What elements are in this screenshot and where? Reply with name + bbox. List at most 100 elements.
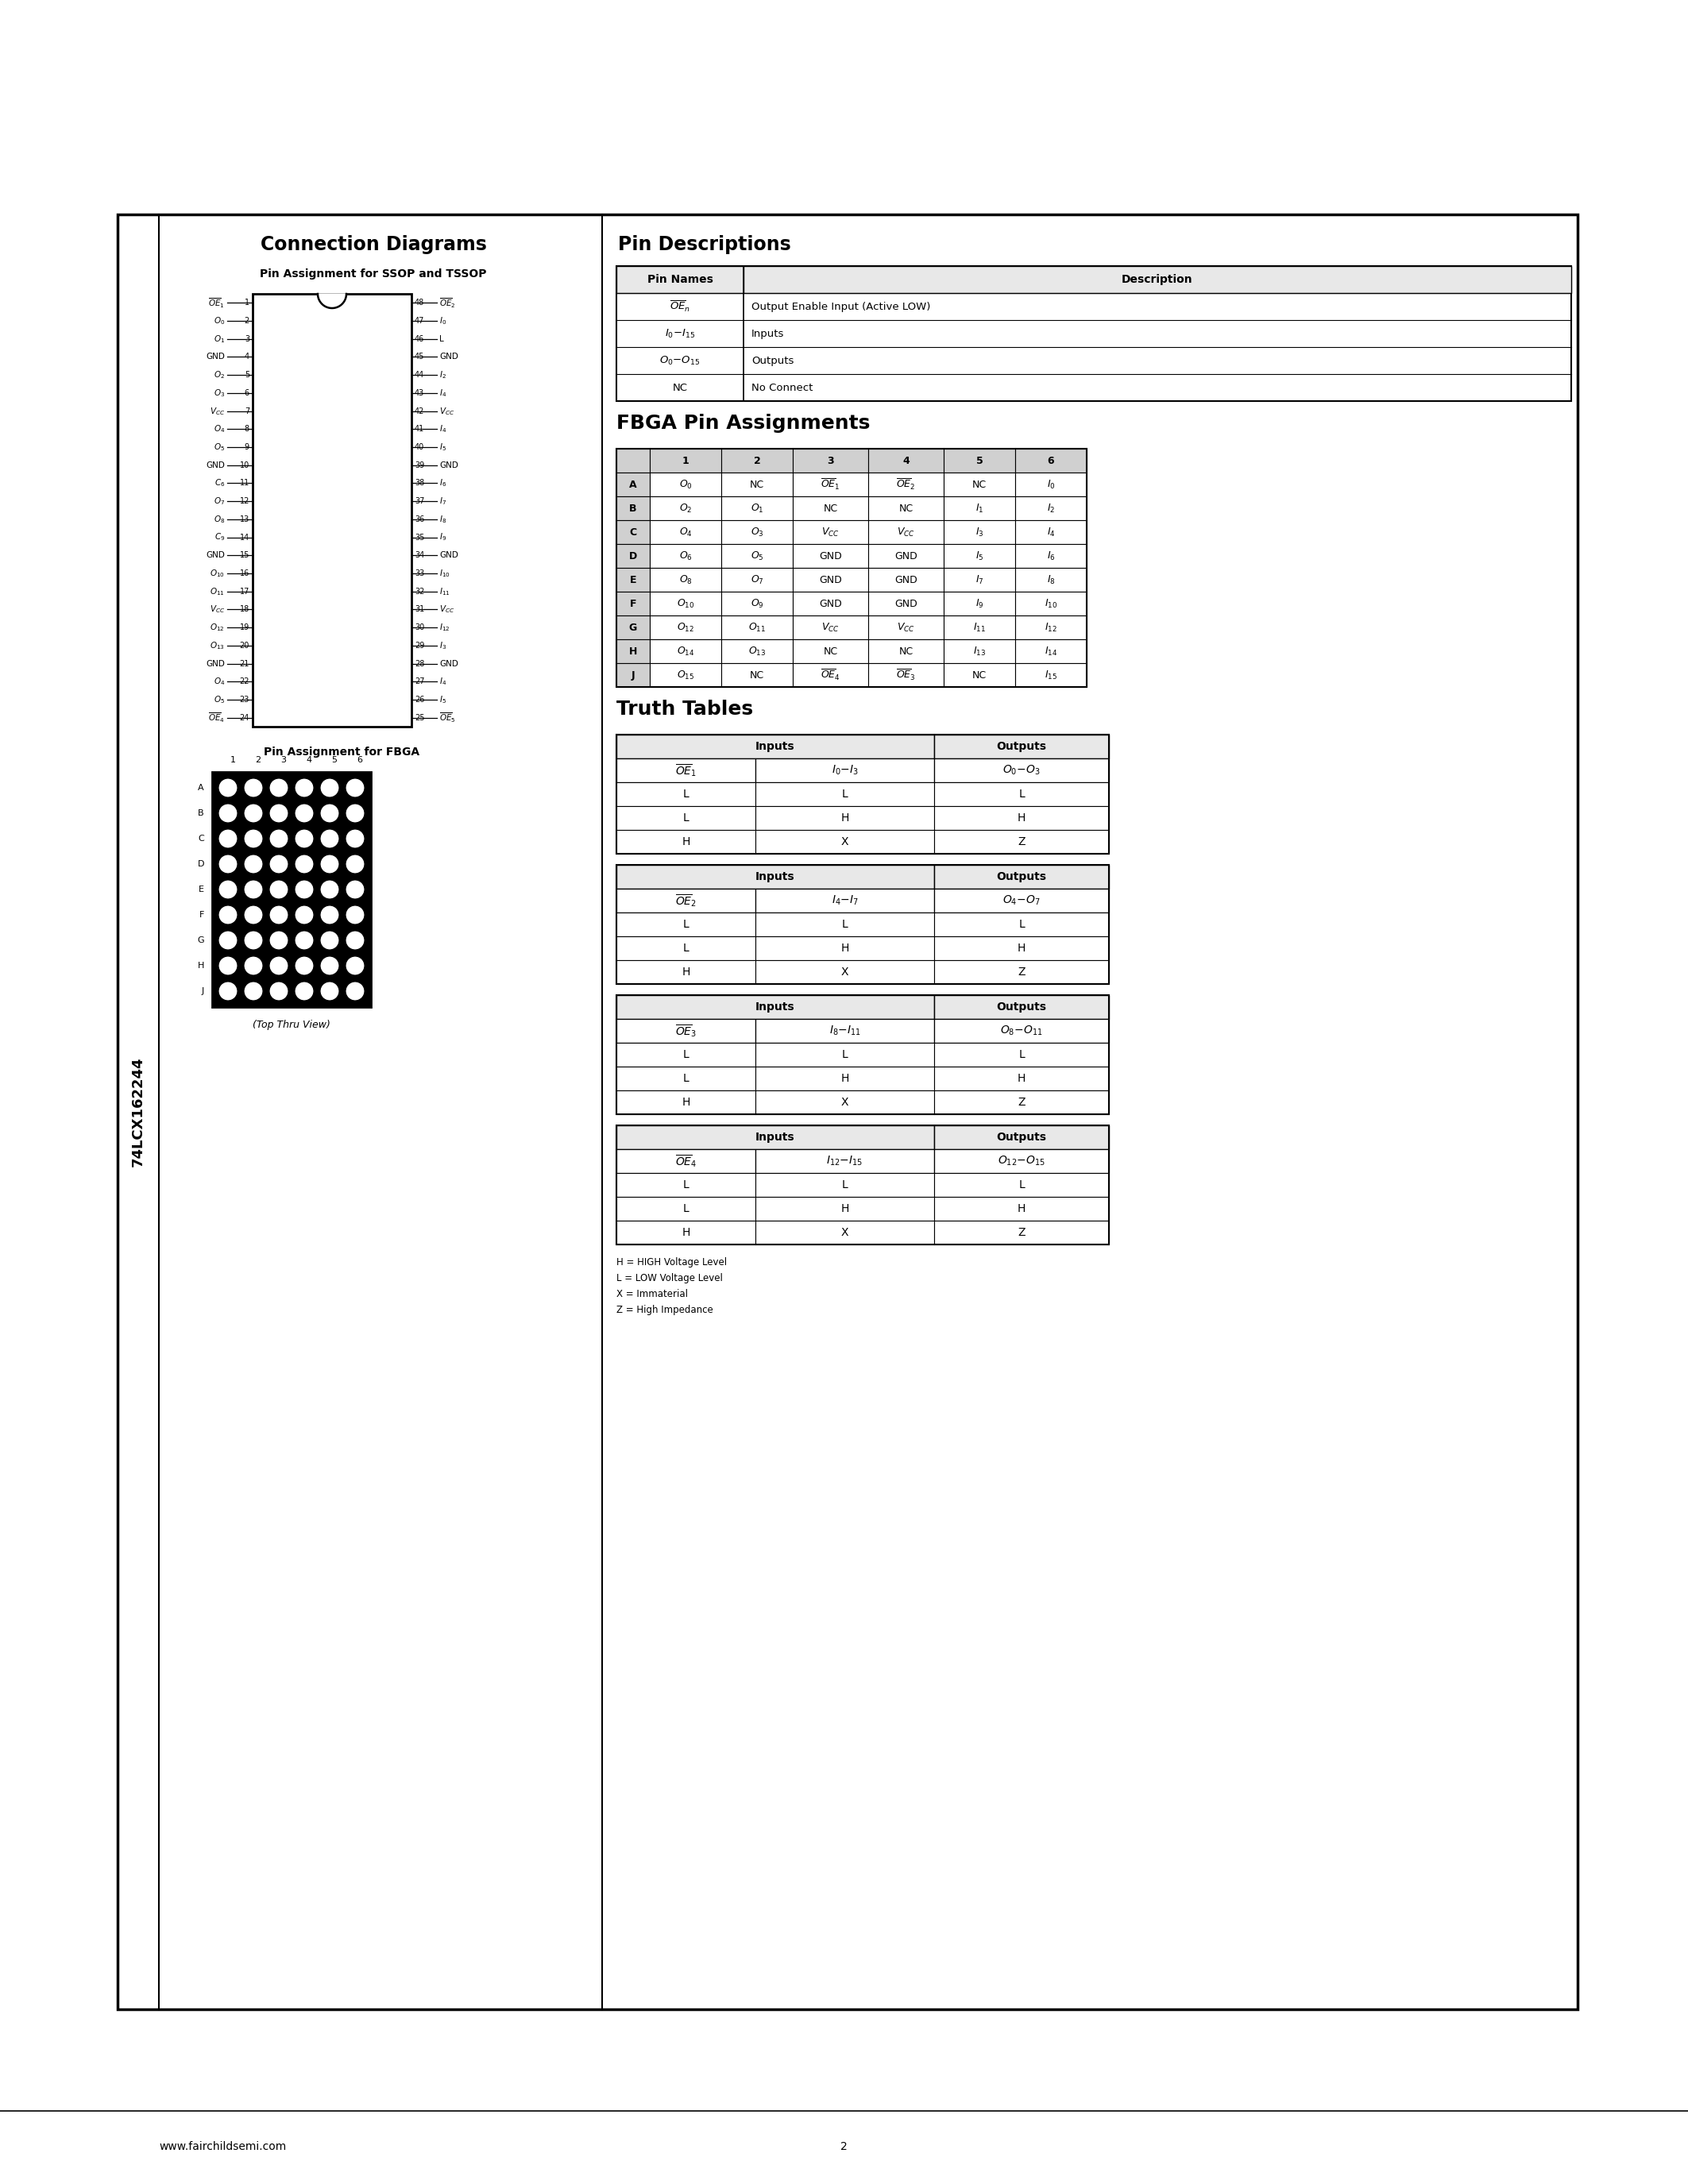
Bar bbox=[944, 568, 1014, 592]
Bar bbox=[253, 295, 412, 727]
Bar bbox=[756, 806, 933, 830]
Bar bbox=[721, 664, 793, 688]
Text: 14: 14 bbox=[240, 533, 250, 542]
Text: 17: 17 bbox=[240, 587, 250, 596]
Text: NC: NC bbox=[898, 646, 913, 657]
Bar bbox=[944, 448, 1014, 472]
Text: $O_{12}$$-$$O_{15}$: $O_{12}$$-$$O_{15}$ bbox=[998, 1155, 1045, 1168]
Circle shape bbox=[218, 957, 238, 976]
Text: Pin Assignment for SSOP and TSSOP: Pin Assignment for SSOP and TSSOP bbox=[260, 269, 486, 280]
Bar bbox=[793, 592, 868, 616]
Bar bbox=[933, 806, 1109, 830]
Bar bbox=[933, 782, 1109, 806]
Bar bbox=[616, 913, 756, 937]
Bar bbox=[721, 496, 793, 520]
Text: (Top Thru View): (Top Thru View) bbox=[253, 1020, 331, 1029]
Text: $V_{CC}$: $V_{CC}$ bbox=[896, 622, 915, 633]
Text: $O_{13}$: $O_{13}$ bbox=[209, 640, 225, 651]
Text: $V_{CC}$: $V_{CC}$ bbox=[822, 526, 839, 537]
Text: $\overline{OE}_2$: $\overline{OE}_2$ bbox=[896, 478, 915, 491]
Text: C: C bbox=[197, 834, 204, 843]
Text: 7: 7 bbox=[245, 406, 250, 415]
Circle shape bbox=[243, 930, 263, 950]
Text: $O_{10}$: $O_{10}$ bbox=[209, 568, 225, 579]
Text: L: L bbox=[684, 788, 689, 799]
Bar bbox=[868, 472, 944, 496]
Text: $I_3$: $I_3$ bbox=[976, 526, 984, 537]
Text: 23: 23 bbox=[240, 697, 250, 703]
Bar bbox=[616, 592, 650, 616]
Bar bbox=[793, 664, 868, 688]
Text: $\overline{OE}_4$: $\overline{OE}_4$ bbox=[675, 1153, 697, 1168]
Bar bbox=[650, 496, 721, 520]
Text: Inputs: Inputs bbox=[751, 328, 785, 339]
Bar bbox=[944, 616, 1014, 640]
Text: GND: GND bbox=[206, 461, 225, 470]
Text: 36: 36 bbox=[415, 515, 424, 524]
Text: 4: 4 bbox=[903, 456, 910, 465]
Text: $I_4$$-$$I_7$: $I_4$$-$$I_7$ bbox=[832, 893, 858, 906]
Text: 42: 42 bbox=[415, 406, 424, 415]
Text: 22: 22 bbox=[240, 677, 250, 686]
Bar bbox=[616, 865, 1109, 985]
Text: 6: 6 bbox=[358, 756, 363, 764]
Text: L: L bbox=[684, 1203, 689, 1214]
Text: $O_4$: $O_4$ bbox=[679, 526, 692, 537]
Text: 37: 37 bbox=[415, 498, 424, 505]
Text: L: L bbox=[684, 1072, 689, 1083]
Bar bbox=[616, 266, 743, 293]
Text: Inputs: Inputs bbox=[756, 740, 795, 751]
Circle shape bbox=[270, 854, 289, 874]
Text: www.fairchildsemi.com: www.fairchildsemi.com bbox=[159, 2140, 287, 2151]
Bar bbox=[793, 568, 868, 592]
Text: 31: 31 bbox=[415, 605, 424, 614]
Text: $I_4$: $I_4$ bbox=[439, 424, 447, 435]
Circle shape bbox=[218, 906, 238, 924]
Bar bbox=[616, 996, 1109, 1114]
Text: $I_{11}$: $I_{11}$ bbox=[972, 622, 986, 633]
Circle shape bbox=[218, 981, 238, 1000]
Bar bbox=[616, 1020, 756, 1042]
Text: 45: 45 bbox=[415, 354, 424, 360]
Text: Z: Z bbox=[1018, 1227, 1025, 1238]
Bar bbox=[933, 830, 1109, 854]
Bar bbox=[933, 1221, 1109, 1245]
Text: L: L bbox=[684, 812, 689, 823]
Text: X: X bbox=[841, 1096, 849, 1107]
Circle shape bbox=[346, 957, 365, 976]
Bar bbox=[756, 1020, 933, 1042]
Bar bbox=[616, 568, 650, 592]
Bar bbox=[650, 472, 721, 496]
Text: 15: 15 bbox=[240, 550, 250, 559]
Text: $O_{11}$: $O_{11}$ bbox=[748, 622, 766, 633]
Bar bbox=[616, 664, 650, 688]
Text: Inputs: Inputs bbox=[756, 871, 795, 882]
Circle shape bbox=[243, 854, 263, 874]
Circle shape bbox=[321, 854, 339, 874]
Text: 24: 24 bbox=[240, 714, 250, 721]
Bar bbox=[793, 544, 868, 568]
Text: L: L bbox=[1018, 1179, 1025, 1190]
Text: NC: NC bbox=[898, 502, 913, 513]
Text: $I_{12}$: $I_{12}$ bbox=[439, 622, 451, 633]
Circle shape bbox=[346, 981, 365, 1000]
Text: 5: 5 bbox=[245, 371, 250, 380]
Text: GND: GND bbox=[895, 574, 917, 585]
Bar bbox=[650, 664, 721, 688]
Text: G: G bbox=[197, 937, 204, 943]
Text: L: L bbox=[439, 334, 444, 343]
Text: Z: Z bbox=[1018, 968, 1025, 978]
Text: $O_0$: $O_0$ bbox=[679, 478, 692, 491]
Text: L: L bbox=[684, 1179, 689, 1190]
Bar bbox=[616, 961, 756, 985]
Text: 38: 38 bbox=[415, 478, 424, 487]
Text: $O_{13}$: $O_{13}$ bbox=[748, 644, 766, 657]
Text: $O_9$: $O_9$ bbox=[751, 598, 763, 609]
Circle shape bbox=[321, 906, 339, 924]
Text: Outputs: Outputs bbox=[996, 1131, 1047, 1142]
Text: G: G bbox=[630, 622, 636, 633]
Text: X = Immaterial: X = Immaterial bbox=[616, 1289, 689, 1299]
Bar bbox=[868, 496, 944, 520]
Circle shape bbox=[321, 957, 339, 976]
Bar bbox=[933, 996, 1109, 1020]
